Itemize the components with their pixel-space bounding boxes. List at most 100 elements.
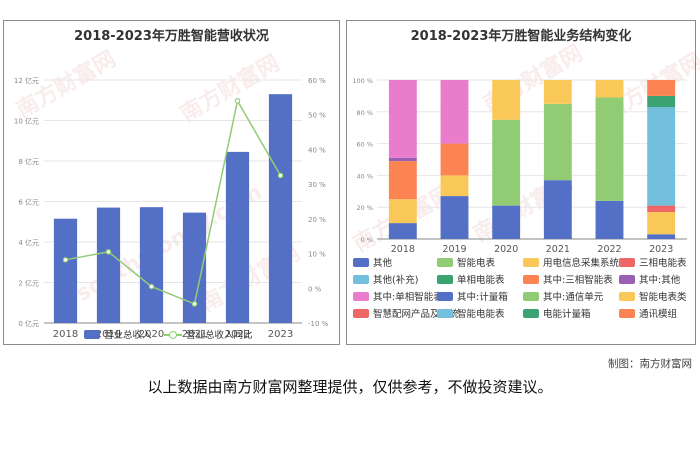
legend-item[interactable]: 其中:其他 — [619, 272, 680, 286]
legend-label: 其中:计量箱 — [457, 292, 508, 303]
legend-label: 通讯模组 — [639, 309, 678, 320]
revenue-chart: 0 亿元 2 亿元 4 亿元 6 亿元 8 亿元 10 亿元 12 亿元 -10 % 0 % 10… — [14, 76, 329, 340]
revenue-bar — [182, 212, 207, 323]
y-tick-label: 80 % — [356, 109, 373, 117]
legend-item-revenue[interactable]: 营业总收入 — [84, 327, 152, 341]
legend-item[interactable]: 用电信息采集系统 — [523, 255, 619, 269]
legend-label: 其中:通信单元 — [543, 292, 604, 303]
y-right-tick-label: 10 % — [308, 251, 326, 259]
legend-swatch — [353, 308, 369, 318]
legend-item[interactable]: 其中:三相智能表 — [523, 272, 613, 286]
stack-segment — [492, 205, 521, 239]
x-tick-label: 2023 — [268, 329, 293, 340]
legend-label: 其中:单相智能表 — [373, 292, 443, 303]
stack-segment — [647, 205, 676, 212]
y-tick-label: 60 % — [356, 141, 373, 149]
legend-label: 智能电能表 — [457, 309, 505, 320]
legend-swatch — [437, 274, 453, 284]
y-left-tick-label: 0 亿元 — [18, 319, 39, 328]
x-tick-label: 2020 — [494, 244, 518, 255]
x-tick-label: 2020 — [139, 329, 164, 340]
legend-label: 营业总收入 — [104, 330, 152, 341]
business-structure-legend: 其他 智能电表 用电信息采集系统 三相电能表 其他(补充) 单相电能表 其中:三相智能表 其中… — [353, 255, 693, 343]
legend-item[interactable]: 其中:通信单元 — [523, 289, 603, 303]
legend-item[interactable]: 其他(补充) — [353, 272, 418, 286]
revenue-yoy-point — [62, 257, 69, 263]
y-left-tick-label: 8 亿元 — [18, 157, 39, 166]
legend-swatch — [523, 274, 539, 284]
legend-swatch — [437, 257, 453, 267]
legend-line-swatch — [164, 330, 182, 339]
stack-segment — [647, 95, 676, 108]
legend-item[interactable]: 其中:单相智能表 — [353, 289, 443, 303]
revenue-bar — [268, 94, 293, 323]
legend-item[interactable]: 智慧配网产品及系统 — [353, 306, 459, 320]
stack-segment — [388, 157, 417, 162]
revenue-yoy-point — [105, 249, 112, 255]
legend-swatch — [437, 308, 453, 318]
legend-item[interactable]: 其中:计量箱 — [437, 289, 508, 303]
y-right-tick-label: 20 % — [308, 216, 326, 224]
y-right-tick-label: 40 % — [308, 146, 326, 154]
business-structure-title: 2018-2023年万胜智能业务结构变化 — [410, 29, 632, 44]
y-left-tick-label: 2 亿元 — [18, 279, 39, 288]
disclaimer-text: 以上数据由南方财富网整理提供，仅供参考，不做投资建议。 — [147, 378, 553, 396]
legend-label: 营业总收入同比 — [186, 330, 253, 341]
stack-segment — [595, 97, 624, 201]
stack-segment — [595, 80, 624, 98]
revenue-chart-title: 2018-2023年万胜智能营收状况 — [74, 29, 269, 44]
y-left-tick-label: 12 亿元 — [14, 76, 39, 85]
y-right-tick-label: 0 % — [308, 285, 322, 293]
revenue-yoy-point — [191, 301, 198, 307]
x-tick-label: 2022 — [225, 329, 250, 340]
legend-label: 智能电表类 — [639, 292, 687, 303]
x-tick-label: 2018 — [53, 329, 78, 340]
stack-segment — [388, 199, 417, 224]
stack-segment — [492, 119, 521, 206]
x-tick-label: 2019 — [96, 329, 121, 340]
legend-label: 单相电能表 — [457, 275, 505, 286]
revenue-yoy-line — [65, 98, 282, 305]
stack-segment — [647, 80, 676, 96]
legend-item[interactable]: 其他 — [353, 255, 392, 269]
legend-swatch — [437, 291, 453, 301]
x-tick-label: 2019 — [442, 244, 466, 255]
stack-segment — [388, 80, 417, 158]
legend-label: 其他 — [373, 258, 393, 269]
stack-segment — [388, 161, 417, 200]
revenue-yoy-point — [277, 172, 284, 179]
legend-label: 用电信息采集系统 — [543, 258, 620, 269]
legend-item[interactable]: 智能电表类 — [619, 289, 687, 303]
y-left-tick-label: 4 亿元 — [18, 238, 39, 247]
legend-label: 三相电能表 — [639, 258, 687, 269]
legend-swatch — [523, 308, 539, 318]
legend-label: 其中:其他 — [639, 275, 681, 286]
stack-segment — [388, 223, 417, 239]
revenue-bar — [53, 218, 78, 323]
legend-item[interactable]: 电能计量箱 — [523, 306, 591, 320]
revenue-bar — [96, 207, 121, 323]
revenue-bar — [139, 207, 164, 323]
legend-item[interactable]: 单相电能表 — [437, 272, 505, 286]
legend-item[interactable]: 智能电能表 — [437, 306, 505, 320]
stack-segment — [595, 200, 624, 239]
legend-swatch — [619, 291, 635, 301]
y-tick-label: 20 % — [356, 204, 373, 212]
business-structure-panel: 2018-2023年万胜智能业务结构变化 南方财富网 南方财富网 南方财富网 南… — [346, 20, 700, 345]
revenue-bar — [225, 151, 250, 323]
legend-swatch — [84, 329, 100, 339]
legend-item-revenue-yoy[interactable]: 营业总收入同比 — [164, 327, 253, 341]
stack-segment — [647, 107, 676, 206]
legend-item[interactable]: 三相电能表 — [619, 255, 687, 269]
legend-item[interactable]: 通讯模组 — [619, 306, 677, 320]
x-tick-label: 2023 — [649, 244, 673, 255]
revenue-legend: 营业总收入 营业总收入同比 — [84, 327, 284, 341]
stack-segment — [440, 175, 469, 197]
y-tick-label: 40 % — [356, 172, 373, 180]
legend-label: 智能电表 — [457, 258, 496, 269]
stack-segment — [440, 80, 469, 144]
stack-segment — [647, 234, 676, 239]
stack-segment — [543, 180, 572, 239]
stack-segment — [492, 80, 521, 120]
legend-item[interactable]: 智能电表 — [437, 255, 495, 269]
